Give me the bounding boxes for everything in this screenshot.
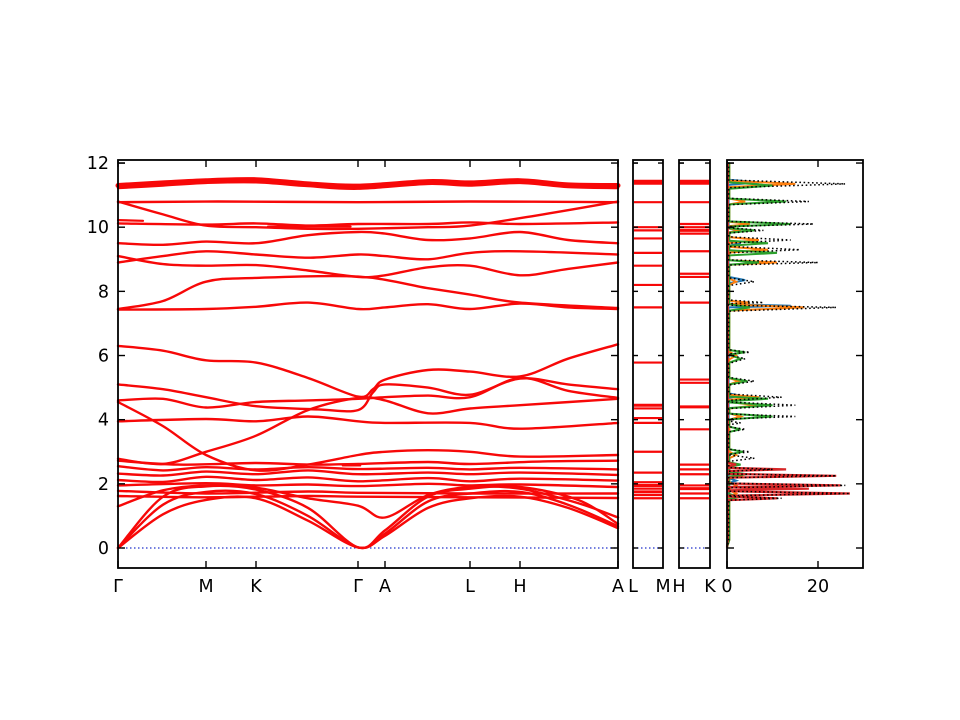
phonon-band-path <box>116 200 620 231</box>
kpoint-label: Γ <box>353 577 363 597</box>
dos-x-tick-label: 20 <box>807 577 829 597</box>
kpoint-label: L <box>465 577 475 597</box>
dos-x-tick-label: 0 <box>721 577 732 597</box>
phonon-band-path <box>116 250 620 264</box>
kpoint-label: H <box>513 577 526 597</box>
phonon-band-path <box>116 219 145 222</box>
phonon-band-path <box>116 481 620 489</box>
kpoint-label: A <box>612 577 624 597</box>
kpoint-label: M <box>655 577 670 597</box>
y-tick-label: 0 <box>98 539 109 559</box>
dos-curve-partial-red <box>725 162 850 548</box>
lm-panel-lines-group <box>634 179 662 500</box>
phonon-band-path <box>116 343 620 399</box>
phonon-band-path <box>115 177 621 189</box>
phonon-band-path <box>116 489 620 495</box>
phonon-band-path <box>116 494 620 550</box>
kpoint-label: L <box>628 577 638 597</box>
phonon-band-path <box>116 400 620 472</box>
phonon-band-path <box>116 180 620 190</box>
phonon-band-path <box>116 494 620 500</box>
phonon-band-path <box>116 484 620 550</box>
phonon-band-path <box>116 230 620 247</box>
y-tick-label: 2 <box>98 475 109 495</box>
phonon-band-path <box>116 221 620 227</box>
phonon-band-path <box>116 377 620 413</box>
y-tick-label: 8 <box>98 282 109 302</box>
phonon-band-path <box>116 274 620 311</box>
y-tick-label: 4 <box>98 411 109 431</box>
kpoint-label: M <box>198 577 213 597</box>
dos-curves-group <box>725 162 850 548</box>
phonon-band-path <box>116 489 620 550</box>
y-tick-label: 10 <box>87 218 109 238</box>
lm-panel-frame <box>632 159 664 569</box>
kpoint-label: K <box>704 577 716 597</box>
phonon-band-path <box>116 200 620 204</box>
phonon-band-path <box>116 415 620 430</box>
y-tick-label: 6 <box>98 347 109 367</box>
hk-panel-lines-group <box>680 179 709 500</box>
hk-panel-frame <box>678 159 711 569</box>
panel-frames-group <box>117 159 864 569</box>
y-tick-label: 12 <box>87 154 109 174</box>
phonon-band-path <box>116 254 620 279</box>
kpoint-label: H <box>672 577 685 597</box>
dos-panel-frame <box>726 159 864 569</box>
phonon-band-path <box>116 475 620 484</box>
phonon-band-path <box>116 469 620 477</box>
phonon-band-path <box>116 465 620 472</box>
kpoint-label: Γ <box>113 577 123 597</box>
band-paths-group <box>115 177 621 550</box>
phonon-band-path <box>116 459 620 466</box>
phonon-band-path <box>116 484 620 519</box>
dos-curve-total <box>726 162 850 548</box>
kpoint-label: A <box>379 577 391 597</box>
main-panel-frame <box>117 159 619 569</box>
kpoint-label: K <box>250 577 262 597</box>
